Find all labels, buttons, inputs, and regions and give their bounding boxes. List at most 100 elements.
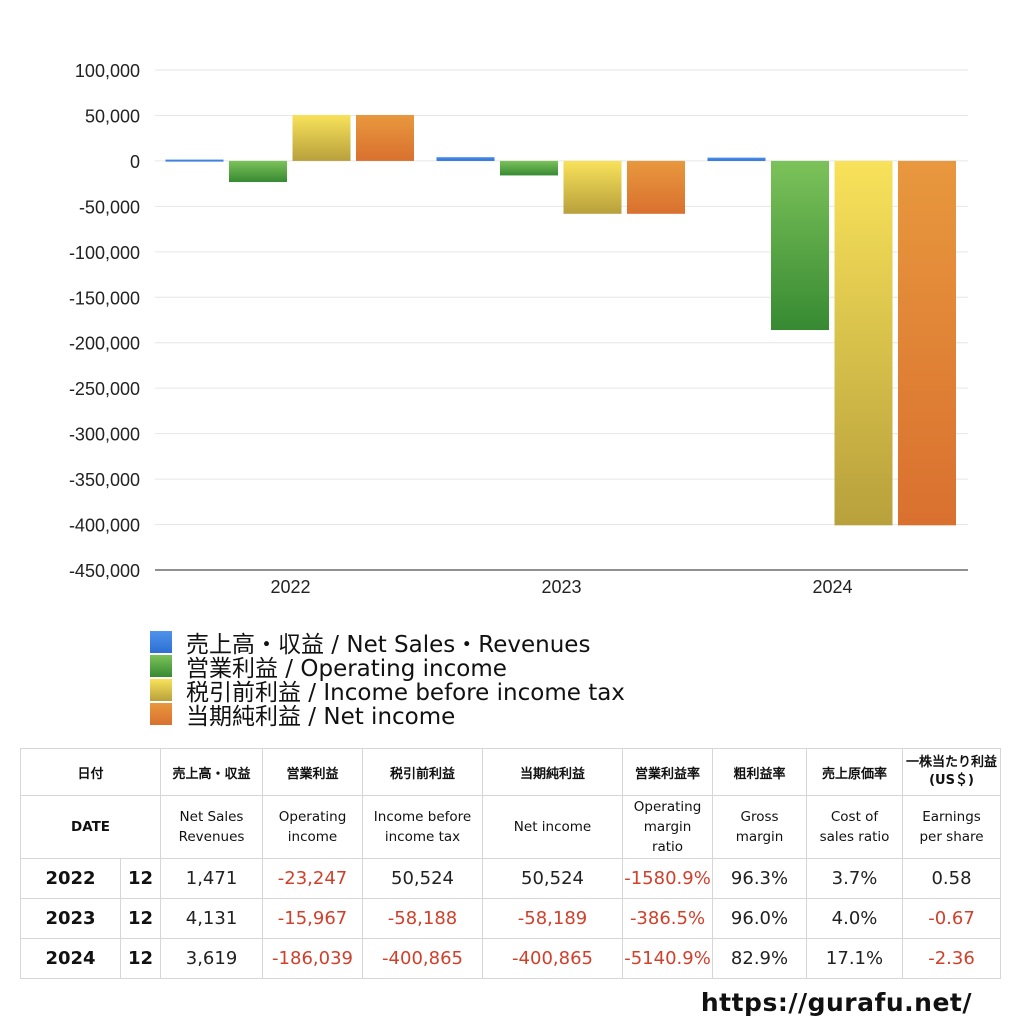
header-gross-jp: 粗利益率 [712,748,808,796]
header-net-en: Net income [482,795,624,859]
legend-item-net-sales: 売上高・収益 / Net Sales・Revenues [150,630,625,658]
header-eps-jp: 一株当たり利益 (US＄) [902,748,1002,796]
header-pretax-en-l2: income tax [384,829,461,845]
row-year: 2024 [20,938,121,979]
cell-op: -23,247 [262,858,364,899]
y-tick-label: 100,000 [75,61,140,81]
cell-cost: 17.1% [806,938,904,979]
row-month: 12 [119,898,162,939]
bar-2022-series-0 [165,159,224,162]
y-axis-ticks: 100,000 50,000 0 -50,000 -100,000 -150,000 -20… [69,61,140,581]
header-eps-en-l2: per share [919,829,984,845]
header-cost-jp: 売上原価率 [806,748,904,796]
table-header-jp: 日付 売上高・収益 営業利益 税引前利益 当期純利益 営業利益率 粗利益率 売上… [19,748,1002,796]
header-net-jp: 当期純利益 [482,748,624,796]
y-tick-label: 50,000 [85,106,140,126]
legend-label-income-before-tax: 税引前利益 / Income before income tax [186,680,625,706]
legend-item-income-before-tax: 税引前利益 / Income before income tax [150,678,625,706]
cell-eps: 0.58 [902,858,1002,899]
x-tick-label: 2024 [812,577,852,597]
header-eps-en-l1: Earnings [922,809,981,825]
gridlines [155,69,968,526]
cell-op-margin: -386.5% [622,898,714,939]
y-tick-label: -300,000 [69,425,140,445]
site-url[interactable]: https://gurafu.net/ [700,988,972,1017]
y-tick-label: -350,000 [69,470,140,490]
bar-2024-series-3 [898,160,956,526]
bar-2023-series-0 [436,157,495,161]
cell-op-margin: -1580.9% [622,858,714,899]
x-tick-label: 2023 [541,577,581,597]
header-date-en: DATE [19,795,162,859]
header-pretax-en-l1: Income before [373,809,472,825]
financial-data-table: 日付 売上高・収益 営業利益 税引前利益 当期純利益 営業利益率 粗利益率 売上… [19,748,1002,979]
cell-net: 50,524 [482,858,624,899]
header-op-jp: 営業利益 [262,748,364,796]
header-eps-en: Earnings per share [902,795,1002,859]
bar-2022-series-2 [292,114,351,161]
table-row: 2024 12 3,619 -186,039 -400,865 -400,865… [20,938,1002,979]
header-eps-jp-line2: (US＄) [929,773,974,788]
header-sales-jp: 売上高・収益 [160,748,264,796]
legend-item-operating-income: 営業利益 / Operating income [150,654,625,682]
header-pretax-en: Income before income tax [362,795,484,859]
cell-sales: 4,131 [160,898,264,939]
header-cost-en-l1: Cost of [830,809,879,825]
cell-gross: 96.3% [712,858,808,899]
legend-label-net-income: 当期純利益 / Net income [186,704,456,730]
cell-op-margin: -5140.9% [622,938,714,979]
header-op-margin-en-l1: Operating [633,799,702,815]
row-year: 2023 [20,898,121,939]
y-tick-label: -450,000 [69,561,140,581]
row-year: 2022 [20,858,121,899]
row-month: 12 [119,858,162,899]
header-op-en-l2: income [287,829,338,845]
cell-net: -400,865 [482,938,624,979]
header-date-jp: 日付 [19,748,162,796]
bar-2023-series-3 [627,160,685,214]
header-op-en: Operating income [262,795,364,859]
bar-chart: 100,000 50,000 0 -50,000 -100,000 -150,000 -20… [69,61,968,597]
bar-2024-series-1 [771,160,829,331]
header-op-margin-en-l3: ratio [651,839,684,855]
header-op-margin-jp: 営業利益率 [622,748,714,796]
cell-op: -186,039 [262,938,364,979]
cell-cost: 4.0% [806,898,904,939]
y-tick-label: -400,000 [69,516,140,536]
bar-2022-series-1 [229,160,287,183]
y-tick-label: -250,000 [69,379,140,399]
table-row: 2023 12 4,131 -15,967 -58,188 -58,189 -3… [20,898,1002,939]
header-sales-en-l2: Revenues [178,829,245,845]
header-eps-jp-line1: 一株当たり利益 [906,755,998,770]
cell-sales: 1,471 [160,858,264,899]
row-month: 12 [119,938,162,979]
bars [165,114,956,526]
bar-2023-series-2 [563,160,622,214]
bar-2022-series-3 [356,114,414,161]
legend-swatch-income-before-tax [150,679,172,701]
cell-eps: -2.36 [902,938,1002,979]
bar-2024-series-0 [707,157,766,161]
legend-swatch-net-sales [150,631,172,653]
legend-item-net-income: 当期純利益 / Net income [150,702,625,730]
y-tick-label: -200,000 [69,334,140,354]
y-tick-label: 0 [130,152,140,172]
bar-2023-series-1 [500,160,558,176]
header-gross-en-l2: margin [735,829,784,845]
chart-legend: 売上高・収益 / Net Sales・Revenues 営業利益 / Opera… [150,630,625,730]
cell-pretax: -58,188 [362,898,484,939]
cell-cost: 3.7% [806,858,904,899]
bar-2024-series-2 [834,160,893,526]
cell-gross: 82.9% [712,938,808,979]
table-header-en: DATE Net Sales Revenues Operating income I… [19,795,1002,859]
y-tick-label: -150,000 [69,288,140,308]
legend-swatch-net-income [150,703,172,725]
header-cost-en: Cost of sales ratio [806,795,904,859]
cell-pretax: 50,524 [362,858,484,899]
legend-label-net-sales: 売上高・収益 / Net Sales・Revenues [186,632,591,658]
y-tick-label: -100,000 [69,243,140,263]
y-tick-label: -50,000 [79,197,140,217]
cell-gross: 96.0% [712,898,808,939]
header-cost-en-l2: sales ratio [819,829,890,845]
header-gross-en: Gross margin [712,795,808,859]
